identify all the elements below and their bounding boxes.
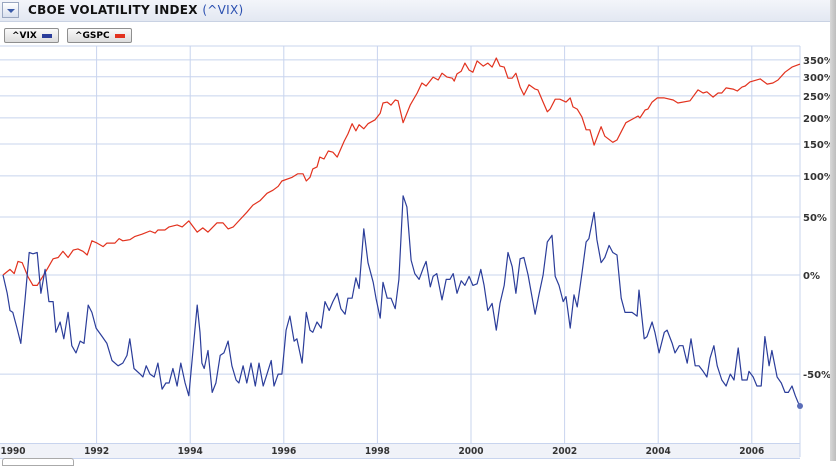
- legend-swatch: [41, 33, 52, 38]
- title-bar: CBOE VOLATILITY INDEX (^VIX): [0, 0, 830, 22]
- y-tick-label: 0%: [803, 271, 820, 282]
- x-tick-label: 1996: [271, 446, 296, 457]
- x-tick-label: 1998: [365, 446, 390, 457]
- chevron-down-icon: [7, 9, 15, 13]
- x-axis-band: [0, 443, 800, 459]
- y-tick-label: 200%: [803, 114, 830, 125]
- series-line-gspc: [2, 57, 801, 286]
- scrollbar[interactable]: [830, 0, 836, 461]
- y-tick-label: 350%: [803, 56, 830, 67]
- legend-swatch: [114, 33, 125, 38]
- y-tick-label: 150%: [803, 140, 830, 151]
- y-tick-label: 250%: [803, 92, 830, 103]
- series-line-vix: [2, 195, 801, 407]
- series-end-marker: [797, 403, 804, 410]
- x-tick-label: 1992: [84, 446, 109, 457]
- x-tick-label: 2000: [458, 446, 483, 457]
- x-tick-label: 2004: [646, 446, 671, 457]
- chart-title: CBOE VOLATILITY INDEX (^VIX): [28, 3, 244, 17]
- y-tick-label: 100%: [803, 172, 830, 183]
- y-tick-label: 50%: [803, 213, 827, 224]
- menu-dropdown-button[interactable]: [2, 2, 19, 18]
- x-tick-label: 2002: [552, 446, 577, 457]
- x-tick-label: 1990: [0, 446, 25, 457]
- index-name: CBOE VOLATILITY INDEX: [28, 3, 198, 17]
- legend-toggle-vix[interactable]: ^VIX: [4, 28, 59, 43]
- legend-toggle-gspc[interactable]: ^GSPC: [67, 28, 132, 43]
- y-tick-label: -50%: [803, 370, 830, 381]
- legend-label: ^GSPC: [75, 31, 110, 41]
- x-tick-label: 2006: [739, 446, 764, 457]
- legend-label: ^VIX: [12, 31, 37, 41]
- y-tick-label: 300%: [803, 73, 830, 84]
- x-tick-label: 1994: [178, 446, 203, 457]
- ticker-symbol: (^VIX): [202, 3, 244, 17]
